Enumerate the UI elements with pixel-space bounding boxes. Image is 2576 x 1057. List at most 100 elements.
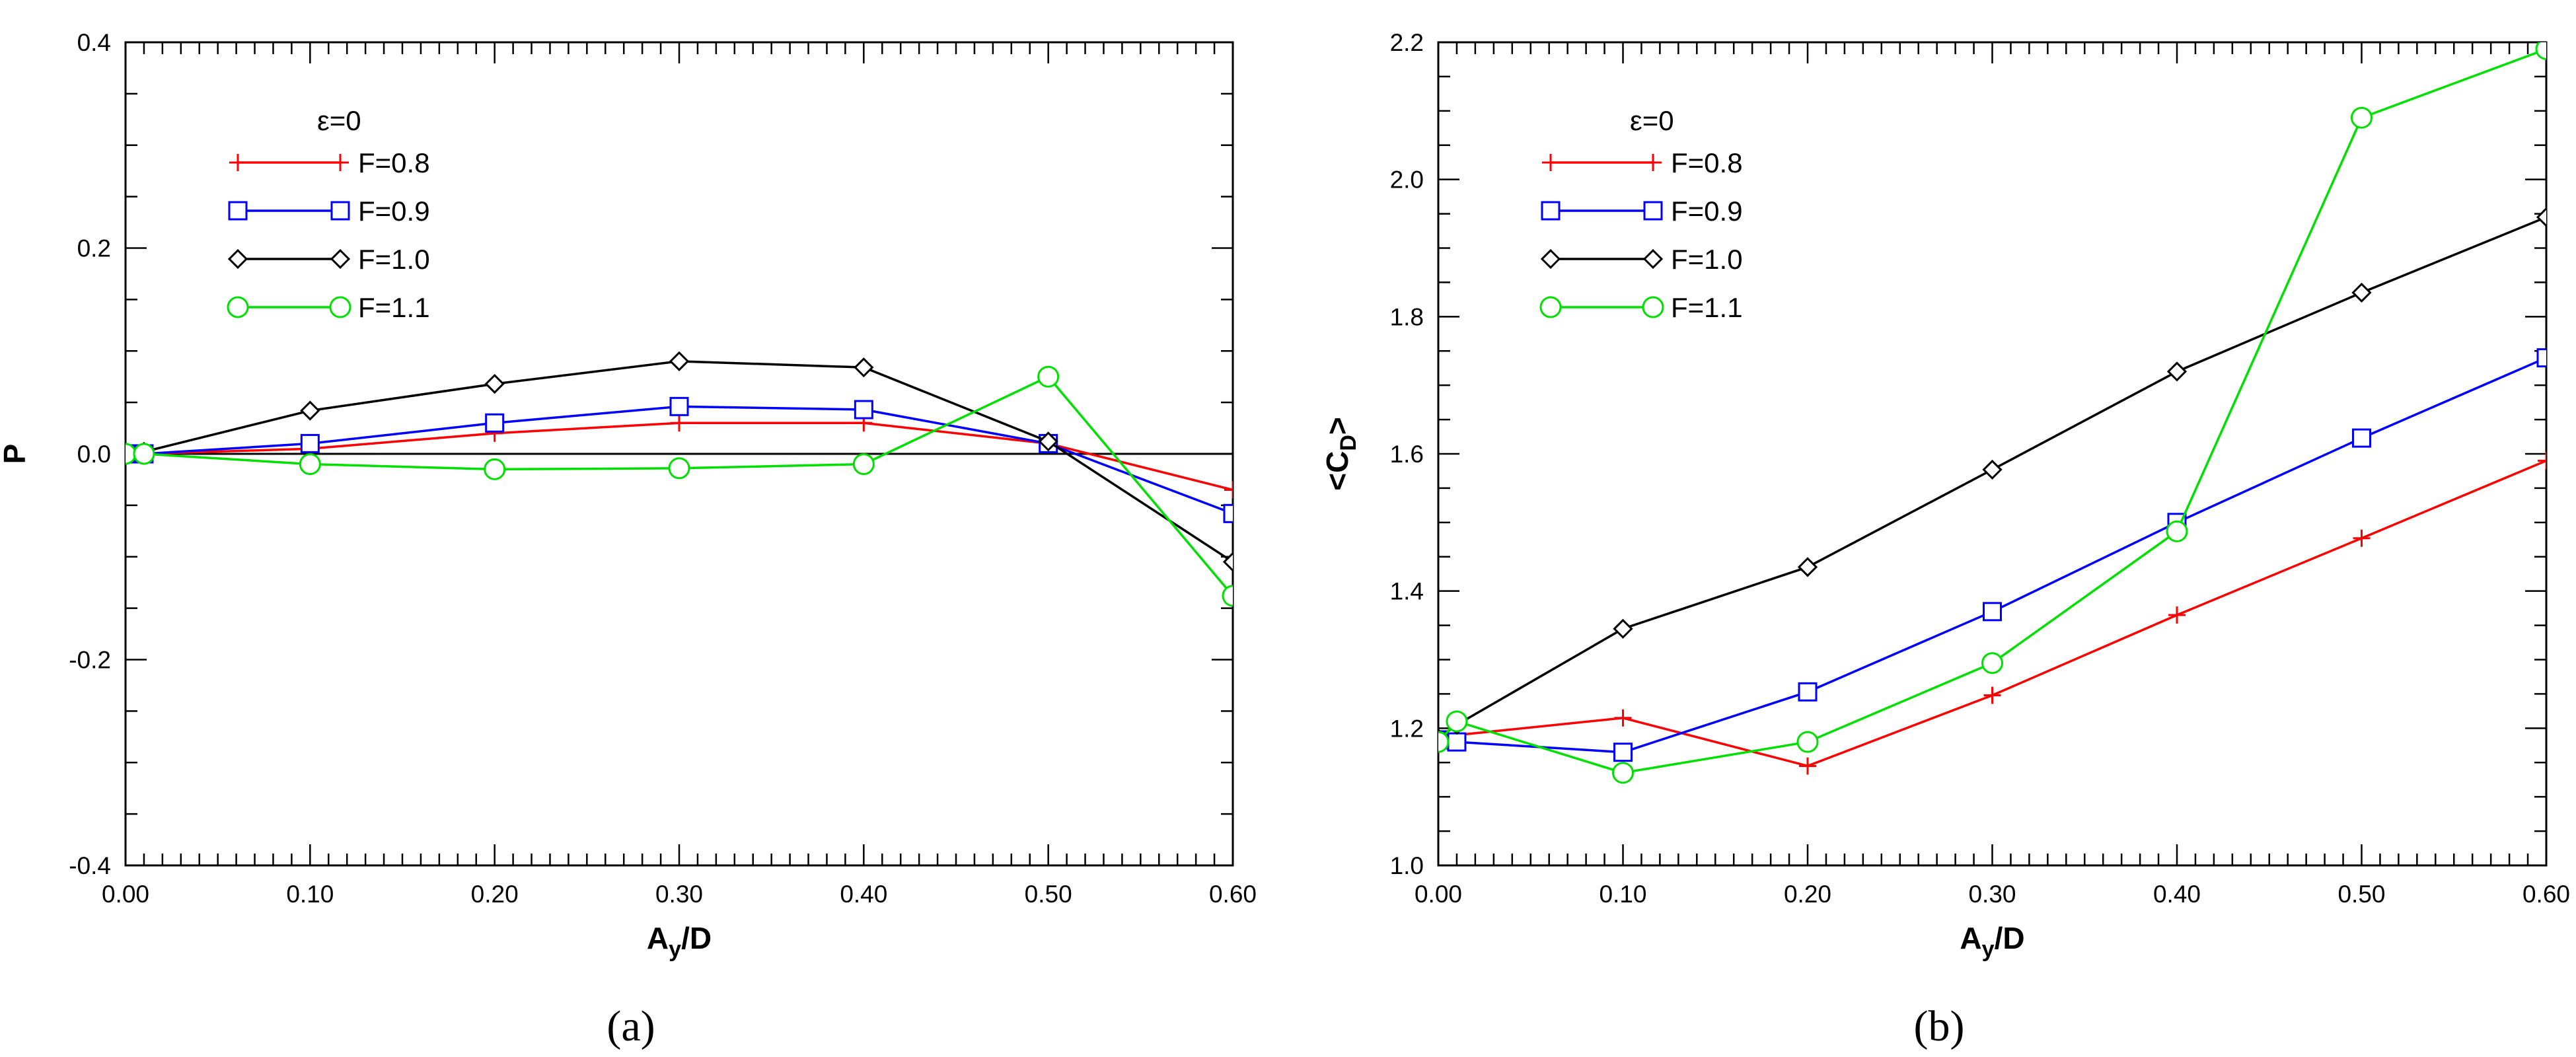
data-point (2351, 282, 2372, 303)
legend-label: F=0.9 (358, 196, 430, 227)
y-tick-label: 2.2 (1390, 29, 1424, 56)
y-tick-label: 1.6 (1390, 441, 1424, 468)
data-point (1222, 552, 1233, 572)
y-axis-title-main: <C (1320, 451, 1354, 491)
x-axis-title-sub: y (669, 937, 681, 962)
data-point (2538, 452, 2546, 470)
data-point (1037, 365, 1060, 388)
legend-label: F=0.9 (1671, 196, 1743, 227)
series-line (126, 421, 1233, 492)
legend-item: F=0.9 (228, 196, 430, 227)
data-point (1613, 618, 1633, 639)
data-point (2351, 106, 2373, 129)
x-tick-label: 0.30 (1968, 881, 2016, 908)
y-tick-label: 0.2 (77, 235, 111, 262)
legend-marker (330, 201, 350, 221)
data-point (1038, 431, 1058, 452)
legend-label: F=0.8 (1671, 147, 1743, 178)
data-point (484, 458, 506, 480)
series-line (126, 375, 1233, 597)
legend-marker (332, 154, 349, 171)
data-point (2535, 42, 2546, 60)
legend-marker (1539, 296, 1562, 318)
y-tick-label: 1.4 (1390, 578, 1424, 605)
legend-marker (330, 248, 351, 270)
data-point (2353, 529, 2371, 547)
data-point (300, 433, 320, 453)
data-point (1796, 731, 1819, 753)
series-line (1438, 48, 2546, 774)
x-tick-label: 0.00 (102, 881, 149, 908)
panel-label: (a) (607, 1002, 655, 1050)
x-tick-label: 0.10 (1599, 881, 1646, 908)
data-point (852, 453, 875, 476)
data-point (669, 351, 690, 371)
y-axis-title: <CD> (1320, 417, 1361, 491)
y-tick-label: 1.2 (1390, 715, 1424, 742)
y-tick-label: 0.0 (77, 441, 111, 468)
legend-marker (1642, 248, 1664, 270)
data-point (1224, 481, 1233, 499)
x-tick-label: 0.40 (2153, 881, 2201, 908)
x-axis-title: Ay/D (647, 921, 712, 962)
x-axis-title-main: A (1960, 921, 1981, 955)
data-point (300, 400, 320, 421)
legend-marker (1540, 248, 1561, 270)
legend-label: F=1.0 (358, 244, 430, 275)
series-line (126, 405, 1233, 515)
data-point (1982, 459, 2003, 480)
series-line (1438, 357, 2546, 754)
legend: ε=0 F=0.8 F=0.9 F=1.0 F=1.1 (1539, 105, 1743, 323)
series-F=1.1 (1438, 42, 2546, 784)
x-axis-title-rest: /D (1995, 921, 2025, 955)
series-F=1.0 (1438, 207, 2546, 749)
data-point (126, 443, 137, 465)
data-point (1612, 762, 1634, 784)
data-point (485, 413, 505, 433)
legend-item: F=1.1 (227, 292, 430, 323)
series-line (1438, 216, 2546, 740)
data-point (1438, 731, 1450, 753)
data-layer (1438, 42, 2546, 784)
data-point (1614, 709, 1632, 727)
data-point (854, 357, 874, 378)
series-line (1438, 459, 2546, 768)
x-tick-label: 0.60 (2522, 881, 2570, 908)
y-axis-title: P (0, 444, 32, 464)
y-tick-label: 1.8 (1390, 303, 1424, 330)
data-point (1222, 585, 1233, 607)
legend-marker (228, 201, 248, 221)
data-point (671, 414, 688, 432)
legend-title: ε=0 (317, 105, 361, 136)
x-tick-label: 0.00 (1415, 881, 1462, 908)
legend-marker (229, 154, 246, 171)
data-point (2166, 520, 2188, 542)
data-point (669, 396, 689, 416)
legend-item: F=0.8 (1542, 147, 1743, 178)
series-F=0.8 (1438, 452, 2546, 775)
data-point (1223, 503, 1233, 523)
x-tick-label: 0.50 (1025, 881, 1072, 908)
chart-panel-b: 0.00 0.10 0.20 0.30 0.40 0.50 0.60 1.0 1.2 1.4 1.6… (1320, 29, 2570, 1050)
legend-marker (1644, 154, 1662, 171)
y-tick-label: -0.4 (69, 852, 111, 879)
x-tick-label: 0.30 (655, 881, 703, 908)
legend-marker (1642, 296, 1664, 318)
data-point (2166, 361, 2188, 382)
data-point (854, 400, 873, 419)
data-point (1799, 757, 1816, 775)
data-point (2536, 207, 2546, 227)
chart-panel-a: 0.00 0.10 0.20 0.30 0.40 0.50 0.60 -0.4 -0.2 0.0 0… (0, 29, 1257, 1050)
legend-marker (1542, 154, 1559, 171)
legend-marker (1643, 201, 1663, 221)
data-point (1983, 686, 2001, 704)
x-tick-label: 0.10 (286, 881, 334, 908)
x-tick-label: 0.50 (2337, 881, 2385, 908)
y-tick-label: 2.0 (1390, 166, 1424, 194)
legend-label: F=1.1 (358, 292, 430, 323)
data-point (1798, 682, 1818, 702)
y-axis-title-sub: D (1336, 435, 1361, 451)
x-axis-title-rest: /D (681, 921, 712, 955)
x-tick-label: 0.40 (840, 881, 887, 908)
